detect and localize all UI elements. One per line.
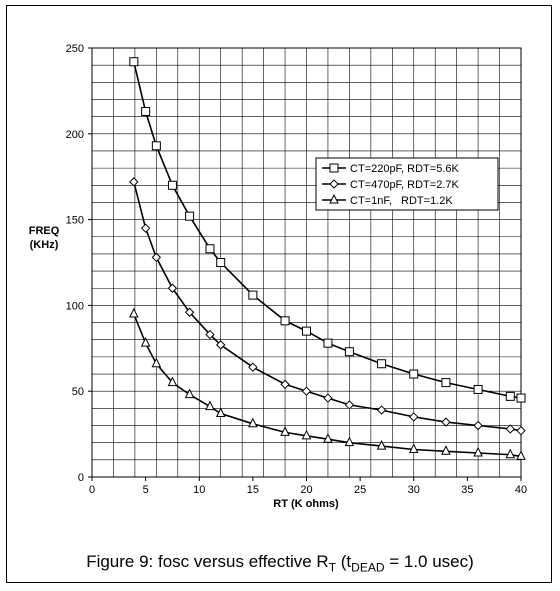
y-tick-label: 250: [66, 43, 84, 55]
data-point: [301, 429, 312, 440]
series-1: [129, 57, 526, 403]
y-axis-label-line1: FREQ: [29, 225, 60, 237]
data-point: [215, 340, 226, 350]
figure-frame: [6, 5, 552, 583]
series-line: [133, 181, 522, 432]
data-point: [408, 443, 419, 454]
y-tick-label: 200: [66, 129, 84, 141]
data-point: [205, 244, 215, 254]
y-axis-label-line2: (KHz): [30, 239, 59, 251]
data-point: [377, 359, 387, 369]
data-point: [376, 439, 387, 450]
data-point: [516, 425, 526, 436]
data-point: [505, 448, 516, 459]
x-tick-label: 5: [143, 484, 149, 496]
data-point: [184, 388, 195, 399]
y-tick-label: 150: [66, 215, 84, 227]
data-point: [516, 393, 526, 403]
data-point: [473, 420, 483, 431]
data-point: [151, 252, 162, 263]
data-point: [140, 337, 151, 347]
data-point: [344, 436, 355, 447]
data-point: [248, 417, 258, 428]
x-tick-label: 35: [461, 484, 473, 496]
legend-marker: [329, 193, 339, 204]
data-point: [248, 290, 258, 300]
data-point: [505, 424, 515, 434]
y-axis-ticks: 0 50 100 150 200 250: [66, 43, 92, 484]
x-tick-label: 25: [354, 484, 366, 496]
x-tick-label: 30: [408, 484, 420, 496]
legend-label: CT=220pF, RDT=5.6K: [350, 163, 459, 175]
data-point: [280, 316, 290, 326]
data-point: [323, 393, 333, 403]
legend-marker: [329, 179, 339, 189]
series-3: [129, 307, 526, 460]
data-point: [473, 446, 483, 457]
caption-prefix: Figure 9: fosc versus effective R: [86, 552, 329, 571]
data-point: [151, 357, 162, 368]
data-point: [323, 433, 333, 443]
x-axis-label: RT (K ohms): [273, 498, 339, 510]
y-tick-label: 50: [72, 386, 84, 398]
data-point: [516, 450, 526, 460]
data-point: [301, 386, 312, 396]
x-axis-ticks: 0 5 10 15 20 25 30 35 40: [89, 477, 527, 496]
legend: CT=220pF, RDT=5.6K CT=470pF, RDT=2.7K CT=1…: [315, 157, 499, 211]
data-point: [167, 180, 177, 190]
data-point: [376, 405, 387, 415]
caption-middle: (t: [336, 552, 352, 571]
y-tick-label: 0: [78, 472, 84, 484]
x-tick-label: 40: [515, 484, 527, 496]
series-line: [133, 61, 522, 399]
data-point: [216, 258, 226, 267]
data-point: [248, 362, 258, 372]
legend-marker: [329, 163, 339, 173]
data-point: [140, 223, 151, 233]
x-tick-label: 20: [300, 484, 312, 496]
data-point: [129, 57, 139, 67]
y-tick-label: 100: [66, 300, 84, 312]
data-point: [280, 379, 290, 390]
legend-box: [315, 157, 499, 211]
data-point: [302, 326, 311, 336]
data-point: [129, 177, 139, 187]
data-point: [409, 369, 419, 379]
caption-sub-dead: DEAD: [351, 560, 385, 575]
data-point: [344, 400, 355, 410]
data-point: [184, 307, 195, 317]
data-point: [129, 307, 139, 318]
data-point: [441, 378, 451, 388]
data-point: [409, 412, 419, 422]
data-point: [505, 391, 515, 401]
legend-label: CT=470pF, RDT=2.7K: [350, 179, 459, 191]
data-point: [205, 329, 215, 340]
data-point: [280, 426, 290, 436]
legend-label: CT=1nF, RDT=1.2K: [350, 195, 453, 207]
data-point: [215, 407, 226, 418]
series-2: [129, 177, 526, 436]
data-point: [167, 283, 178, 293]
series-line: [133, 313, 522, 458]
data-point: [323, 338, 333, 348]
data-point: [205, 400, 215, 411]
chart-grid: [92, 48, 521, 477]
data-point: [441, 445, 451, 455]
data-point: [141, 106, 151, 116]
x-tick-label: 15: [247, 484, 259, 496]
data-point: [344, 347, 354, 357]
data-point: [167, 376, 178, 387]
data-point: [441, 417, 451, 427]
data-point: [151, 141, 161, 151]
data-point: [473, 384, 483, 394]
figure-caption: Figure 9: fosc versus effective RT (tDEA…: [0, 552, 560, 574]
caption-suffix: = 1.0 usec): [384, 552, 474, 571]
x-tick-label: 0: [89, 484, 95, 496]
series-layer: [129, 57, 526, 460]
caption-sub-t: T: [328, 560, 337, 575]
data-point: [185, 211, 195, 221]
x-tick-label: 10: [193, 484, 205, 496]
